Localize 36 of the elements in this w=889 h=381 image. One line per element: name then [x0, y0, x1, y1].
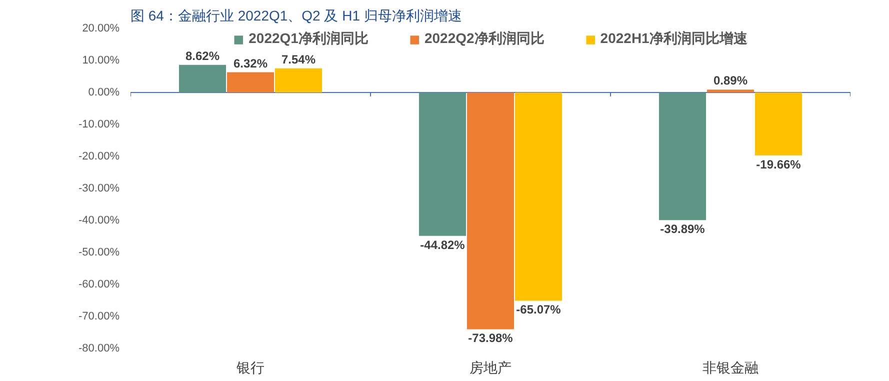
y-tick-label: 0.00%: [88, 86, 120, 98]
bar: [178, 64, 226, 92]
legend-label: 2022H1净利润同比增速: [600, 30, 748, 48]
data-label: 6.32%: [233, 56, 268, 70]
data-label: 8.62%: [185, 48, 220, 63]
data-label: 0.89%: [713, 74, 748, 88]
bar: [658, 92, 706, 220]
y-tick-label: 10.00%: [82, 54, 120, 66]
bar: [706, 90, 754, 92]
x-tick-label: 房地产: [470, 360, 512, 376]
y-tick-label: -70.00%: [78, 310, 120, 322]
legend-label: 2022Q2净利润同比: [424, 30, 544, 48]
x-tick-label: 银行: [236, 360, 264, 376]
data-label: -73.98%: [468, 331, 514, 346]
bar: [418, 92, 466, 236]
data-label: -65.07%: [516, 302, 562, 317]
data-label: -39.89%: [660, 222, 706, 236]
bar: [226, 72, 274, 92]
y-tick-label: -30.00%: [78, 182, 120, 194]
legend-label: 2022Q1净利润同比: [248, 30, 368, 48]
chart-title: 图 64：金融行业 2022Q1、Q2 及 H1 归母净利润增速: [130, 8, 462, 24]
y-tick-label: -40.00%: [78, 214, 120, 226]
data-label: -19.66%: [756, 157, 802, 172]
y-tick-label: -60.00%: [78, 278, 120, 290]
y-tick-label: -80.00%: [78, 342, 120, 354]
bar: [754, 92, 802, 156]
y-tick-label: -10.00%: [78, 118, 120, 130]
y-tick-label: 20.00%: [82, 22, 120, 34]
data-label: -44.82%: [420, 238, 466, 252]
bar: [274, 68, 322, 92]
y-tick-label: -50.00%: [78, 246, 120, 258]
bar: [514, 92, 562, 301]
y-tick-label: -20.00%: [78, 150, 120, 162]
bar: [466, 92, 514, 330]
x-tick-label: 非银金融: [702, 360, 758, 376]
data-label: 7.54%: [281, 52, 316, 66]
